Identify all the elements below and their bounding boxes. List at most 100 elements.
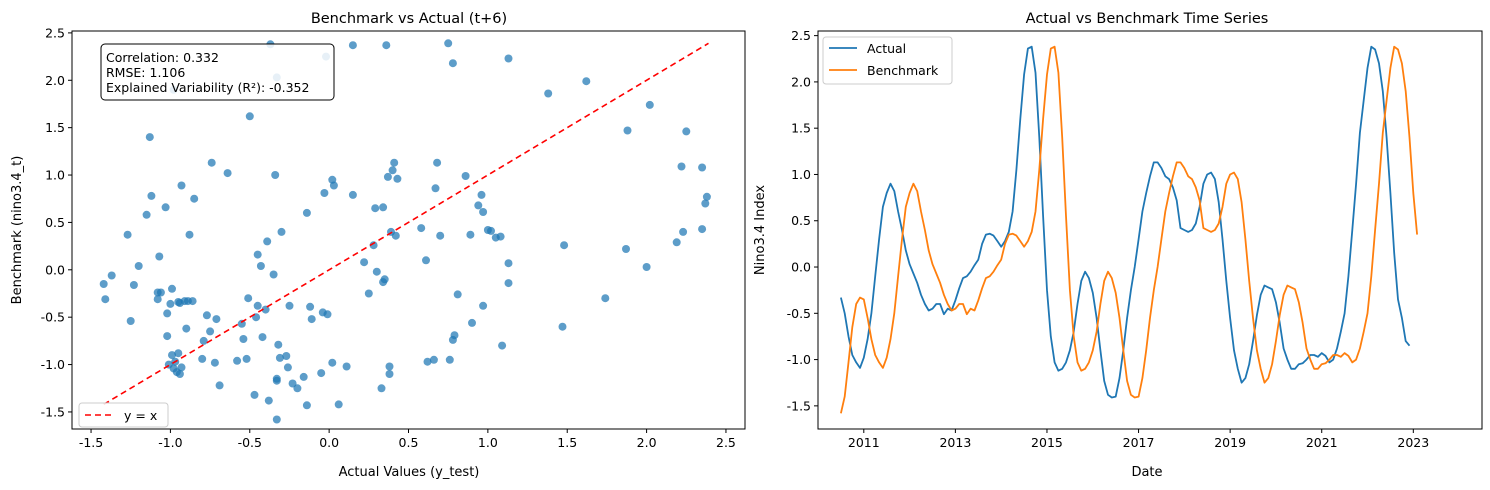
scatter-point [126,317,135,325]
stats-annotation: Correlation: 0.332 RMSE: 1.106 Explained… [100,43,335,101]
scatter-point [450,331,459,340]
scatter-point [261,305,270,314]
scatter-panel: Benchmark vs Actual (t+6) -1.5 -1.0 -0.5 0.… [10,11,746,480]
scatter-point [461,172,470,180]
scatter-point [504,54,513,63]
scatter-point [698,225,707,234]
scatter-point [207,158,216,167]
x-tick-label: 2011 [848,435,880,450]
scatter-point [245,112,254,121]
y-tick-label: -1.5 [787,398,811,413]
scatter-point [329,181,338,190]
scatter-point [417,224,426,233]
y-tick-label: 2.5 [45,25,65,40]
scatter-point [431,184,440,193]
scatter-point [210,358,219,367]
timeseries-y-label: Nino3.4 Index [753,185,768,275]
y-tick-label: -1.0 [787,352,811,367]
x-tick-label: 2.0 [637,435,657,450]
y-tick-label: -0.5 [787,306,811,321]
scatter-point [390,158,399,167]
scatter-point [282,352,291,360]
scatter-legend: y = x [78,402,169,428]
scatter-point [622,245,630,253]
x-tick-label: 2023 [1397,435,1429,450]
scatter-point [385,370,394,378]
x-tick-label: 2013 [939,435,971,450]
scatter-point [371,204,380,213]
scatter-point [468,318,476,327]
reference-line [103,42,709,406]
scatter-point [263,237,272,246]
scatter-point [479,208,488,216]
x-tick-label: 2.5 [716,435,736,450]
x-tick-label: 0.0 [319,435,339,450]
scatter-point [496,232,505,241]
scatter-point [155,252,164,261]
scatter-point [445,355,454,364]
x-tick-label: 1.0 [478,435,498,450]
scatter-point [334,400,343,409]
scatter-point [433,158,442,167]
scatter-x-label: Actual Values (y_test) [339,465,480,480]
y-tick-label: 2.0 [791,74,811,89]
scatter-point [256,262,265,270]
x-tick-label: -0.5 [238,435,262,450]
scatter-point [487,226,495,235]
y-tick-label: -1.5 [41,404,65,419]
scatter-point [190,194,199,203]
scatter-point [223,169,232,178]
timeseries-panel: Actual vs Benchmark Time Series 2011 2013… [753,11,1483,480]
benchmark-series-line [840,45,1418,414]
x-tick-label: -1.5 [79,435,103,450]
scatter-point [174,349,183,358]
scatter-point [237,319,246,328]
scatter-point [177,363,186,372]
scatter-point [182,324,191,333]
x-tick-label: 1.5 [557,435,577,450]
scatter-point [317,369,326,378]
scatter-point [302,401,311,410]
scatter-title: Benchmark vs Actual (t+6) [311,11,507,27]
scatter-point [307,315,316,324]
scatter-point [206,327,215,336]
y-tick-label: 0.0 [45,262,65,277]
scatter-x-ticks: -1.5 -1.0 -0.5 0.0 0.5 1.0 1.5 2.0 2.5 [79,429,736,450]
scatter-point [239,335,248,343]
scatter-point [342,362,351,371]
scatter-point [198,354,207,363]
scatter-point [453,290,462,299]
scatter-point [258,333,267,342]
scatter-point [391,231,400,240]
scatter-point [299,372,308,381]
scatter-point [328,358,337,367]
scatter-point [163,309,172,318]
y-tick-label: 1.0 [45,168,65,183]
y-tick-label: -1.0 [41,357,65,372]
scatter-point [320,189,329,197]
scatter-point [107,271,116,280]
y-tick-label: 1.5 [45,120,65,135]
scatter-point [383,172,392,181]
scatter-point [274,340,283,349]
y-tick-label: 0.5 [791,213,811,228]
scatter-point [682,127,691,136]
scatter-point [504,259,513,268]
scatter-point [382,41,391,50]
y-tick-label: 1.0 [791,167,811,182]
scatter-point [380,275,389,284]
scatter-point [275,353,284,362]
scatter-point [364,289,373,298]
scatter-point [360,258,369,267]
x-tick-label: -1.0 [158,435,182,450]
scatter-point [429,355,438,364]
scatter-point [244,294,253,303]
scatter-point [185,230,194,239]
scatter-point [264,396,273,405]
scatter-point [142,210,151,219]
scatter-point [679,227,688,236]
timeseries-title: Actual vs Benchmark Time Series [1026,11,1269,27]
scatter-point [479,301,488,310]
scatter-point [134,262,143,270]
